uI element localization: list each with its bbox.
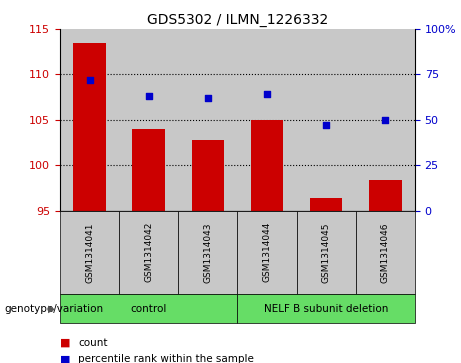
Point [322,122,330,128]
Point [263,91,271,97]
Bar [192,140,224,211]
Bar [73,42,106,211]
Text: ▶: ▶ [48,303,55,314]
Text: ■: ■ [60,354,71,363]
Bar [369,180,402,211]
Bar [178,29,237,211]
Text: percentile rank within the sample: percentile rank within the sample [78,354,254,363]
Bar [132,129,165,211]
Bar [60,29,119,211]
Bar [119,29,178,211]
Point [86,77,93,83]
Text: GSM1314041: GSM1314041 [85,222,94,282]
Text: count: count [78,338,108,348]
Bar [356,29,415,211]
Text: GSM1314046: GSM1314046 [381,222,390,282]
Title: GDS5302 / ILMN_1226332: GDS5302 / ILMN_1226332 [147,13,328,26]
Point [204,95,212,101]
Bar [296,29,356,211]
Text: GSM1314042: GSM1314042 [144,222,153,282]
Text: control: control [130,303,167,314]
Bar [310,198,343,211]
Text: NELF B subunit deletion: NELF B subunit deletion [264,303,388,314]
Text: genotype/variation: genotype/variation [5,303,104,314]
Bar [237,29,296,211]
Bar [251,120,283,211]
Text: ■: ■ [60,338,71,348]
Text: GSM1314044: GSM1314044 [262,222,272,282]
Text: GSM1314045: GSM1314045 [322,222,331,282]
Point [145,93,152,99]
Text: GSM1314043: GSM1314043 [203,222,213,282]
Point [382,117,389,123]
